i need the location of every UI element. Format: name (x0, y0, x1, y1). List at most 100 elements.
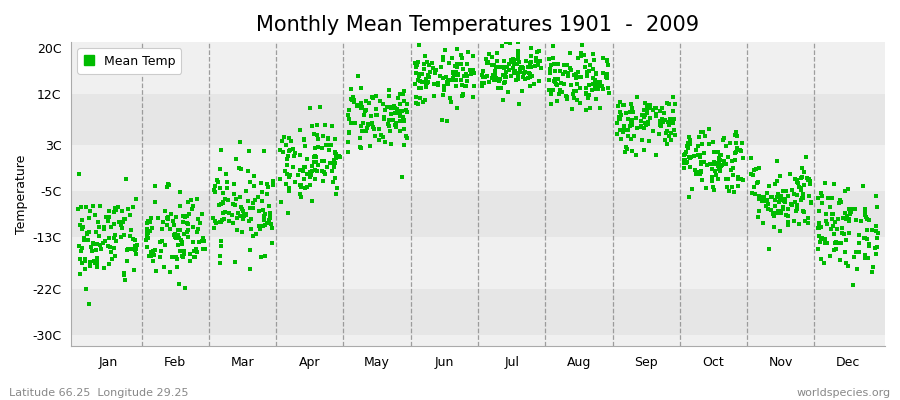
Point (421, 62, 436, 68)
Point (420, 59, 435, 66)
Point (389, 120, 403, 126)
Point (803, 178, 817, 184)
Point (531, 62, 545, 68)
Point (260, 219, 274, 226)
Point (596, 70, 610, 76)
Point (513, 66, 527, 72)
Point (466, 53, 481, 60)
Point (442, 59, 456, 66)
Point (839, 260, 853, 266)
Point (729, 140, 743, 146)
Point (526, 81, 541, 87)
Point (176, 254, 190, 260)
Point (770, 193, 784, 200)
Point (731, 183, 745, 189)
Point (488, 69, 502, 76)
Point (511, 39, 526, 45)
Point (412, 42, 427, 48)
Point (755, 194, 770, 200)
Point (841, 186, 855, 192)
Point (700, 162, 715, 168)
Point (384, 110, 399, 117)
Point (400, 106, 414, 113)
Point (328, 160, 342, 167)
Point (392, 100, 407, 107)
Point (752, 164, 766, 171)
Point (507, 57, 521, 63)
Point (623, 108, 637, 115)
Point (412, 71, 427, 77)
Point (506, 56, 520, 62)
Point (387, 102, 401, 109)
Point (616, 125, 631, 132)
Point (520, 64, 535, 70)
Point (128, 247, 142, 254)
Point (107, 244, 122, 251)
Point (293, 182, 308, 188)
Point (218, 209, 232, 215)
Point (639, 122, 653, 128)
Point (320, 135, 335, 141)
Point (577, 52, 591, 58)
Point (172, 227, 186, 234)
Point (218, 196, 232, 202)
Point (865, 268, 879, 275)
Point (625, 122, 639, 128)
Point (614, 135, 628, 142)
Point (83, 263, 97, 269)
Point (397, 117, 411, 124)
Point (128, 243, 142, 250)
Bar (71, 289, 885, 335)
Point (511, 76, 526, 83)
Point (507, 61, 521, 67)
Point (140, 232, 154, 238)
Point (812, 220, 826, 226)
Point (589, 70, 603, 76)
Point (359, 98, 374, 104)
Point (206, 215, 220, 221)
Point (849, 217, 863, 223)
Point (523, 71, 537, 78)
Point (557, 62, 572, 69)
Point (851, 232, 866, 239)
Point (284, 147, 298, 153)
Point (695, 177, 709, 184)
Point (243, 265, 257, 272)
Point (86, 240, 100, 247)
Point (154, 248, 168, 254)
Point (510, 48, 525, 54)
Point (643, 105, 657, 112)
Point (771, 208, 786, 214)
Point (446, 69, 460, 76)
Point (815, 199, 830, 206)
Point (446, 75, 460, 82)
Point (724, 158, 739, 164)
Point (859, 214, 873, 220)
Point (475, 80, 490, 86)
Point (550, 98, 564, 104)
Point (589, 70, 603, 77)
Point (282, 185, 296, 191)
Point (777, 197, 791, 203)
Point (652, 108, 667, 115)
Point (166, 218, 180, 224)
Point (308, 144, 322, 151)
Point (546, 61, 561, 67)
Point (144, 253, 158, 259)
Y-axis label: Temperature: Temperature (15, 154, 28, 234)
Point (802, 176, 816, 182)
Point (665, 93, 680, 100)
Point (542, 87, 556, 93)
Point (265, 225, 279, 231)
Point (169, 234, 184, 241)
Point (263, 211, 277, 218)
Point (861, 255, 876, 262)
Point (842, 218, 857, 224)
Point (213, 185, 228, 191)
Point (724, 167, 739, 174)
Point (230, 210, 245, 216)
Point (662, 120, 676, 126)
Point (226, 200, 240, 207)
Point (752, 193, 767, 199)
Point (140, 226, 154, 232)
